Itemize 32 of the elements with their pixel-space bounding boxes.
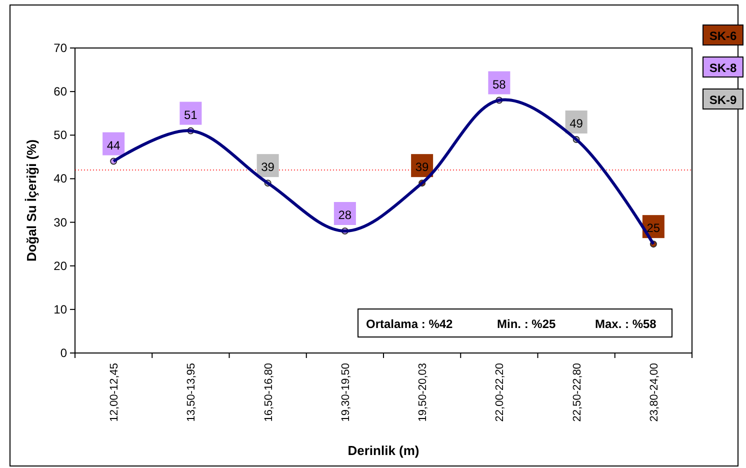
data-label: 44 bbox=[106, 138, 121, 152]
annotation: Min. : %25 bbox=[497, 317, 556, 331]
data-label: 39 bbox=[261, 160, 275, 174]
y-tick-label: 0 bbox=[60, 346, 68, 360]
x-tick-label: 16,50-16,80 bbox=[262, 363, 275, 422]
y-tick-label: 60 bbox=[54, 84, 68, 99]
y-tick-label: 50 bbox=[54, 128, 68, 142]
data-label: 58 bbox=[492, 77, 506, 92]
text: SK-9 bbox=[709, 93, 737, 107]
data-label: 28 bbox=[338, 208, 352, 222]
data-label: 25 bbox=[646, 221, 660, 236]
y-tick-label: 10 bbox=[54, 302, 68, 316]
y-tick-label: 30 bbox=[54, 215, 68, 230]
data-label: 49 bbox=[570, 116, 584, 130]
annotation: Max. : %58 bbox=[595, 317, 657, 331]
x-tick-label: 19,30-19,50 bbox=[340, 363, 352, 422]
y-tick-label: 70 bbox=[54, 41, 68, 55]
y-tick-label: 20 bbox=[54, 258, 68, 273]
data-label: 51 bbox=[184, 108, 198, 122]
x-tick-label: 12,00-12,45 bbox=[108, 363, 121, 422]
x-tick-label: 22,00-22,20 bbox=[494, 363, 506, 422]
x-axis-title: Derinlik (m) bbox=[348, 443, 420, 458]
x-tick-label: 23,80-24,00 bbox=[648, 363, 660, 422]
text: SK-6 bbox=[709, 29, 737, 43]
x-tick-label: 19,50-20,03 bbox=[417, 363, 430, 422]
x-tick-label: 13,50-13,95 bbox=[186, 363, 198, 422]
y-axis-title: Doğal Su İçeriği (%) bbox=[24, 139, 39, 262]
text: SK-8 bbox=[709, 61, 737, 75]
annotation: Ortalama : %42 bbox=[366, 317, 454, 331]
data-label: 39 bbox=[415, 160, 430, 174]
x-tick-label: 22,50-22,80 bbox=[571, 363, 584, 422]
y-tick-label: 40 bbox=[54, 172, 68, 186]
